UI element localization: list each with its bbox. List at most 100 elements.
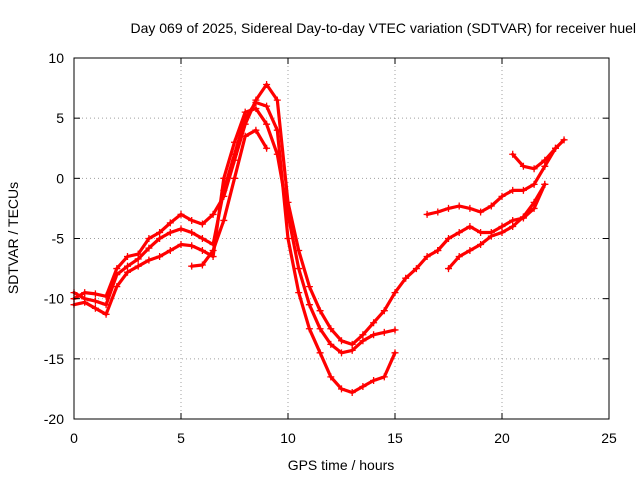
data-point (370, 331, 378, 339)
data-point (391, 349, 399, 357)
data-point (466, 222, 474, 230)
data-point (273, 126, 281, 134)
data-point (348, 346, 356, 354)
data-point (434, 247, 442, 255)
data-point (241, 132, 249, 140)
data-point (327, 325, 335, 333)
data-point (327, 373, 335, 381)
data-point (177, 210, 185, 218)
data-point (530, 165, 538, 173)
data-point (156, 235, 164, 242)
data-point (519, 213, 527, 221)
series-pass-1 (70, 80, 442, 348)
data-point (81, 289, 89, 297)
data-point (370, 319, 378, 327)
data-point (209, 253, 217, 261)
y-tick-label: -5 (52, 231, 65, 247)
data-point (124, 253, 131, 261)
data-point (509, 186, 517, 194)
data-point (113, 283, 121, 291)
data-point (273, 150, 281, 158)
data-point (487, 232, 495, 240)
data-point (477, 241, 485, 249)
data-point (188, 262, 196, 270)
y-axis-label: SDTVAR / TECUs (5, 182, 21, 294)
data-point (380, 307, 388, 315)
data-point (560, 136, 568, 144)
series-line (436, 182, 547, 253)
series-pass-7 (445, 180, 549, 273)
data-point (466, 204, 474, 212)
series-line (425, 138, 566, 216)
data-point (209, 247, 217, 255)
data-point (541, 180, 549, 188)
data-point (530, 180, 538, 188)
data-point (359, 383, 367, 391)
y-tick-label: -10 (44, 291, 64, 307)
data-point (295, 289, 303, 297)
x-tick-label: 25 (601, 430, 617, 446)
data-layer (70, 80, 568, 397)
data-point (391, 326, 399, 334)
data-point (134, 262, 142, 270)
data-point (391, 289, 399, 297)
data-point (477, 208, 485, 216)
data-point (134, 255, 142, 263)
data-point (252, 126, 260, 134)
data-point (338, 385, 345, 393)
y-tick-label: -15 (44, 351, 64, 367)
x-tick-label: 10 (280, 430, 296, 446)
data-point (380, 328, 388, 336)
data-point (305, 325, 313, 333)
y-tick-labels: -20 -15 -10 -5 0 5 10 (44, 50, 64, 427)
data-point (263, 80, 271, 88)
y-tick-label: 0 (56, 170, 64, 186)
data-point (370, 376, 378, 384)
data-point (145, 244, 153, 252)
data-point (530, 198, 538, 206)
data-point (198, 261, 206, 269)
data-point (338, 349, 345, 357)
data-point (541, 162, 549, 170)
data-point (359, 337, 367, 345)
grid (74, 58, 609, 419)
data-point (316, 307, 324, 315)
x-tick-label: 5 (177, 430, 185, 446)
x-tick-label: 0 (70, 430, 78, 446)
data-point (455, 253, 463, 261)
data-point (220, 174, 228, 182)
data-point (156, 228, 164, 236)
series-pass-5 (423, 136, 568, 218)
series-pass-4 (188, 126, 271, 270)
data-point (445, 265, 452, 273)
x-axis-label: GPS time / hours (288, 457, 395, 473)
data-point (241, 108, 249, 116)
data-point (359, 331, 367, 339)
data-point (145, 235, 153, 242)
data-point (91, 290, 99, 298)
data-point (113, 265, 121, 273)
data-point (124, 268, 131, 276)
data-point (509, 222, 517, 230)
data-point (81, 298, 89, 306)
data-point (552, 144, 559, 152)
data-point (198, 247, 206, 255)
data-point (113, 271, 121, 279)
x-tick-labels: 0 5 10 15 20 25 (70, 430, 617, 446)
data-point (316, 349, 324, 357)
data-point (455, 228, 463, 236)
data-point (498, 192, 506, 200)
data-point (519, 162, 527, 170)
data-point (530, 204, 538, 212)
data-point (156, 253, 164, 261)
data-point (188, 228, 196, 236)
data-point (434, 208, 442, 216)
data-point (284, 235, 292, 242)
data-point (295, 265, 303, 273)
data-point (305, 301, 313, 309)
data-point (177, 241, 185, 249)
ticks (73, 57, 610, 420)
series-pass-6 (434, 180, 549, 255)
data-point (445, 204, 452, 212)
